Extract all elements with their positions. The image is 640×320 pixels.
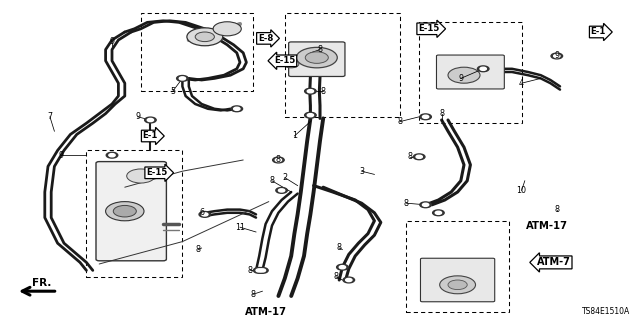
Bar	[285, 13, 400, 117]
Text: 9: 9	[58, 151, 63, 160]
Text: 9: 9	[554, 52, 559, 60]
Text: E-8: E-8	[258, 34, 273, 43]
Text: 9: 9	[109, 37, 115, 46]
Circle shape	[433, 210, 444, 216]
FancyBboxPatch shape	[420, 258, 495, 302]
Text: TS84E1510A: TS84E1510A	[582, 308, 630, 316]
Text: 8: 8	[554, 205, 559, 214]
Circle shape	[106, 152, 118, 158]
Circle shape	[177, 76, 188, 81]
Circle shape	[420, 114, 431, 120]
Text: 10: 10	[516, 186, 527, 195]
Circle shape	[275, 158, 282, 162]
Text: E-15: E-15	[418, 24, 440, 33]
Text: 8: 8	[333, 272, 339, 281]
Circle shape	[253, 268, 265, 273]
Circle shape	[477, 66, 489, 72]
Circle shape	[145, 117, 156, 123]
FancyBboxPatch shape	[289, 42, 345, 76]
Text: 9: 9	[458, 74, 463, 83]
Text: 3: 3	[359, 167, 364, 176]
Text: 8: 8	[247, 266, 252, 275]
Text: 7: 7	[47, 112, 52, 121]
Circle shape	[147, 118, 154, 122]
Text: 8: 8	[321, 87, 326, 96]
Circle shape	[448, 280, 467, 290]
Text: 8: 8	[404, 199, 409, 208]
Circle shape	[199, 212, 211, 217]
Text: 8: 8	[397, 117, 403, 126]
Circle shape	[413, 154, 425, 160]
Text: ATM-17: ATM-17	[244, 307, 287, 317]
Circle shape	[305, 88, 316, 94]
Circle shape	[187, 28, 223, 46]
Text: FR.: FR.	[32, 278, 51, 288]
Circle shape	[416, 155, 422, 158]
Text: 5: 5	[170, 87, 175, 96]
Circle shape	[278, 189, 285, 192]
Circle shape	[422, 203, 429, 206]
Circle shape	[113, 205, 136, 217]
Circle shape	[420, 202, 431, 208]
Circle shape	[337, 264, 348, 270]
Text: 8: 8	[337, 244, 342, 252]
Text: 9: 9	[135, 112, 140, 121]
Text: 11: 11	[235, 223, 245, 232]
Circle shape	[202, 213, 208, 216]
Circle shape	[276, 188, 287, 193]
Circle shape	[273, 157, 284, 163]
Circle shape	[480, 67, 486, 70]
Text: 8: 8	[317, 45, 323, 54]
Text: 4: 4	[519, 79, 524, 88]
Bar	[406, 221, 509, 312]
Circle shape	[231, 106, 243, 112]
Bar	[86, 150, 182, 277]
Circle shape	[554, 54, 560, 58]
Circle shape	[234, 107, 240, 110]
Text: 8: 8	[439, 109, 444, 118]
Circle shape	[195, 32, 214, 42]
Circle shape	[213, 22, 241, 36]
Circle shape	[179, 77, 186, 80]
Text: 8: 8	[407, 152, 412, 161]
Text: 8: 8	[196, 245, 201, 254]
Circle shape	[305, 112, 316, 118]
Text: 1: 1	[292, 132, 297, 140]
Circle shape	[284, 60, 299, 68]
Circle shape	[106, 202, 144, 221]
Circle shape	[422, 115, 429, 118]
Circle shape	[109, 154, 115, 157]
Text: E-1: E-1	[143, 132, 158, 140]
Text: ATM-17: ATM-17	[526, 220, 568, 231]
Circle shape	[339, 266, 346, 269]
Circle shape	[259, 269, 266, 272]
Circle shape	[551, 53, 563, 59]
Text: E-15: E-15	[274, 56, 296, 65]
Bar	[419, 22, 522, 123]
Text: 8: 8	[269, 176, 275, 185]
Text: ATM-7: ATM-7	[537, 257, 570, 268]
Circle shape	[296, 47, 337, 68]
Circle shape	[448, 67, 480, 83]
Circle shape	[435, 211, 442, 214]
Circle shape	[343, 277, 355, 283]
Circle shape	[307, 90, 314, 93]
Circle shape	[305, 52, 328, 63]
Text: 8: 8	[250, 290, 255, 299]
Text: E-15: E-15	[146, 168, 168, 177]
Circle shape	[307, 114, 314, 117]
Circle shape	[346, 278, 352, 282]
Circle shape	[440, 276, 476, 294]
Text: 6: 6	[199, 208, 204, 217]
Circle shape	[257, 268, 268, 273]
Text: 2: 2	[282, 173, 287, 182]
Circle shape	[256, 269, 262, 272]
Text: E-1: E-1	[591, 28, 606, 36]
Text: 8: 8	[276, 156, 281, 164]
Bar	[141, 13, 253, 91]
FancyBboxPatch shape	[436, 55, 504, 89]
FancyBboxPatch shape	[96, 162, 166, 261]
Circle shape	[127, 169, 155, 183]
